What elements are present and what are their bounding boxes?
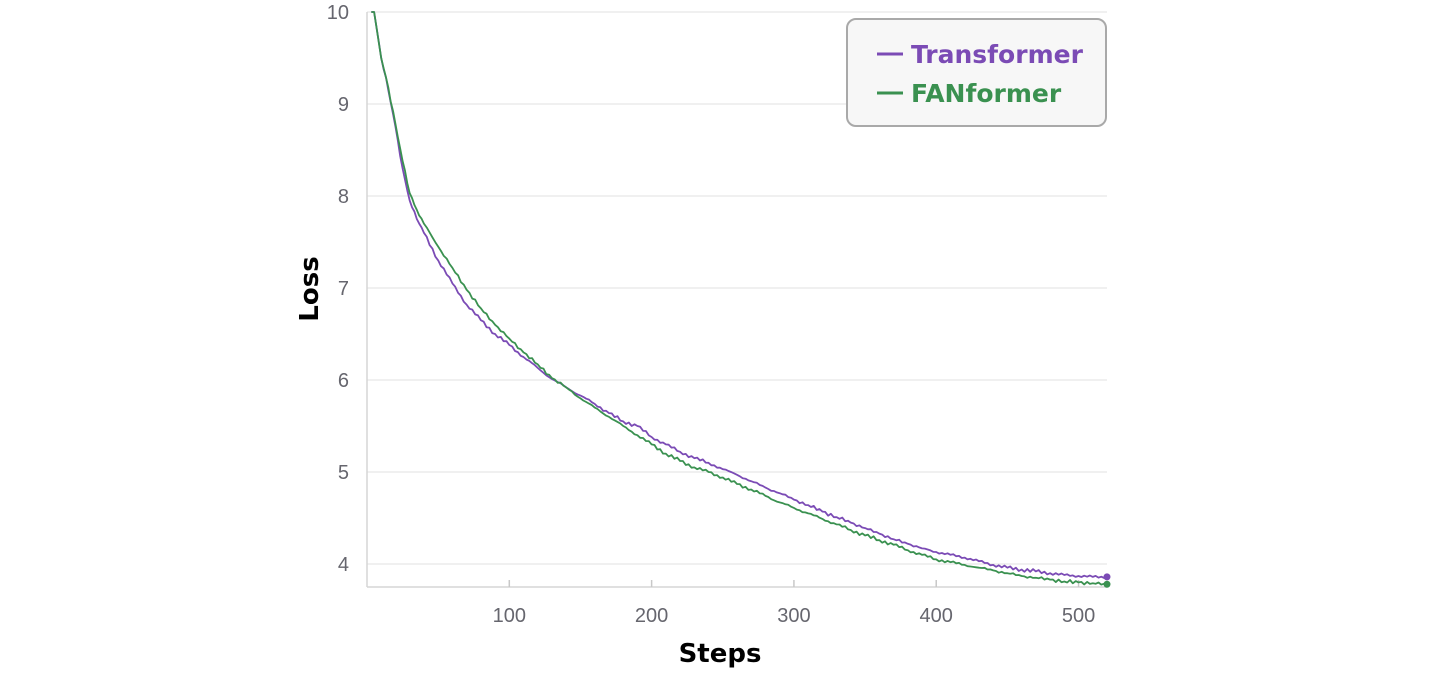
axes (366, 12, 1107, 588)
y-tick-label: 8 (338, 186, 349, 208)
x-tick-label: 500 (1062, 605, 1095, 627)
x-axis-title: Steps (679, 639, 762, 669)
series-lines (371, 11, 1111, 588)
legend-box (846, 18, 1107, 127)
series-end-point-transformer (1103, 573, 1111, 581)
y-tick-label: 10 (327, 2, 349, 24)
x-tick-label: 400 (920, 605, 953, 627)
y-tick-label: 4 (338, 554, 349, 576)
x-tick-label: 200 (635, 605, 668, 627)
legend: Transformer FANformer (846, 18, 1107, 127)
x-tick-label: 100 (493, 605, 526, 627)
y-tick-label: 6 (338, 370, 349, 392)
x-tick-label: 300 (777, 605, 810, 627)
y-tick-label: 9 (338, 94, 349, 116)
tick-labels: 4 5 6 7 8 9 10 100 200 300 400 500 (327, 2, 1095, 627)
legend-label-transformer: Transformer (911, 40, 1084, 69)
series-line-fanformer (371, 11, 1108, 586)
y-axis-title: Loss (295, 256, 325, 321)
series-line-transformer (371, 11, 1108, 579)
legend-label-fanformer: FANformer (911, 79, 1062, 108)
y-tick-label: 7 (338, 278, 349, 300)
grid-lines (367, 11, 1107, 565)
y-tick-label: 5 (338, 462, 349, 484)
series-end-point-fanformer (1103, 580, 1111, 588)
